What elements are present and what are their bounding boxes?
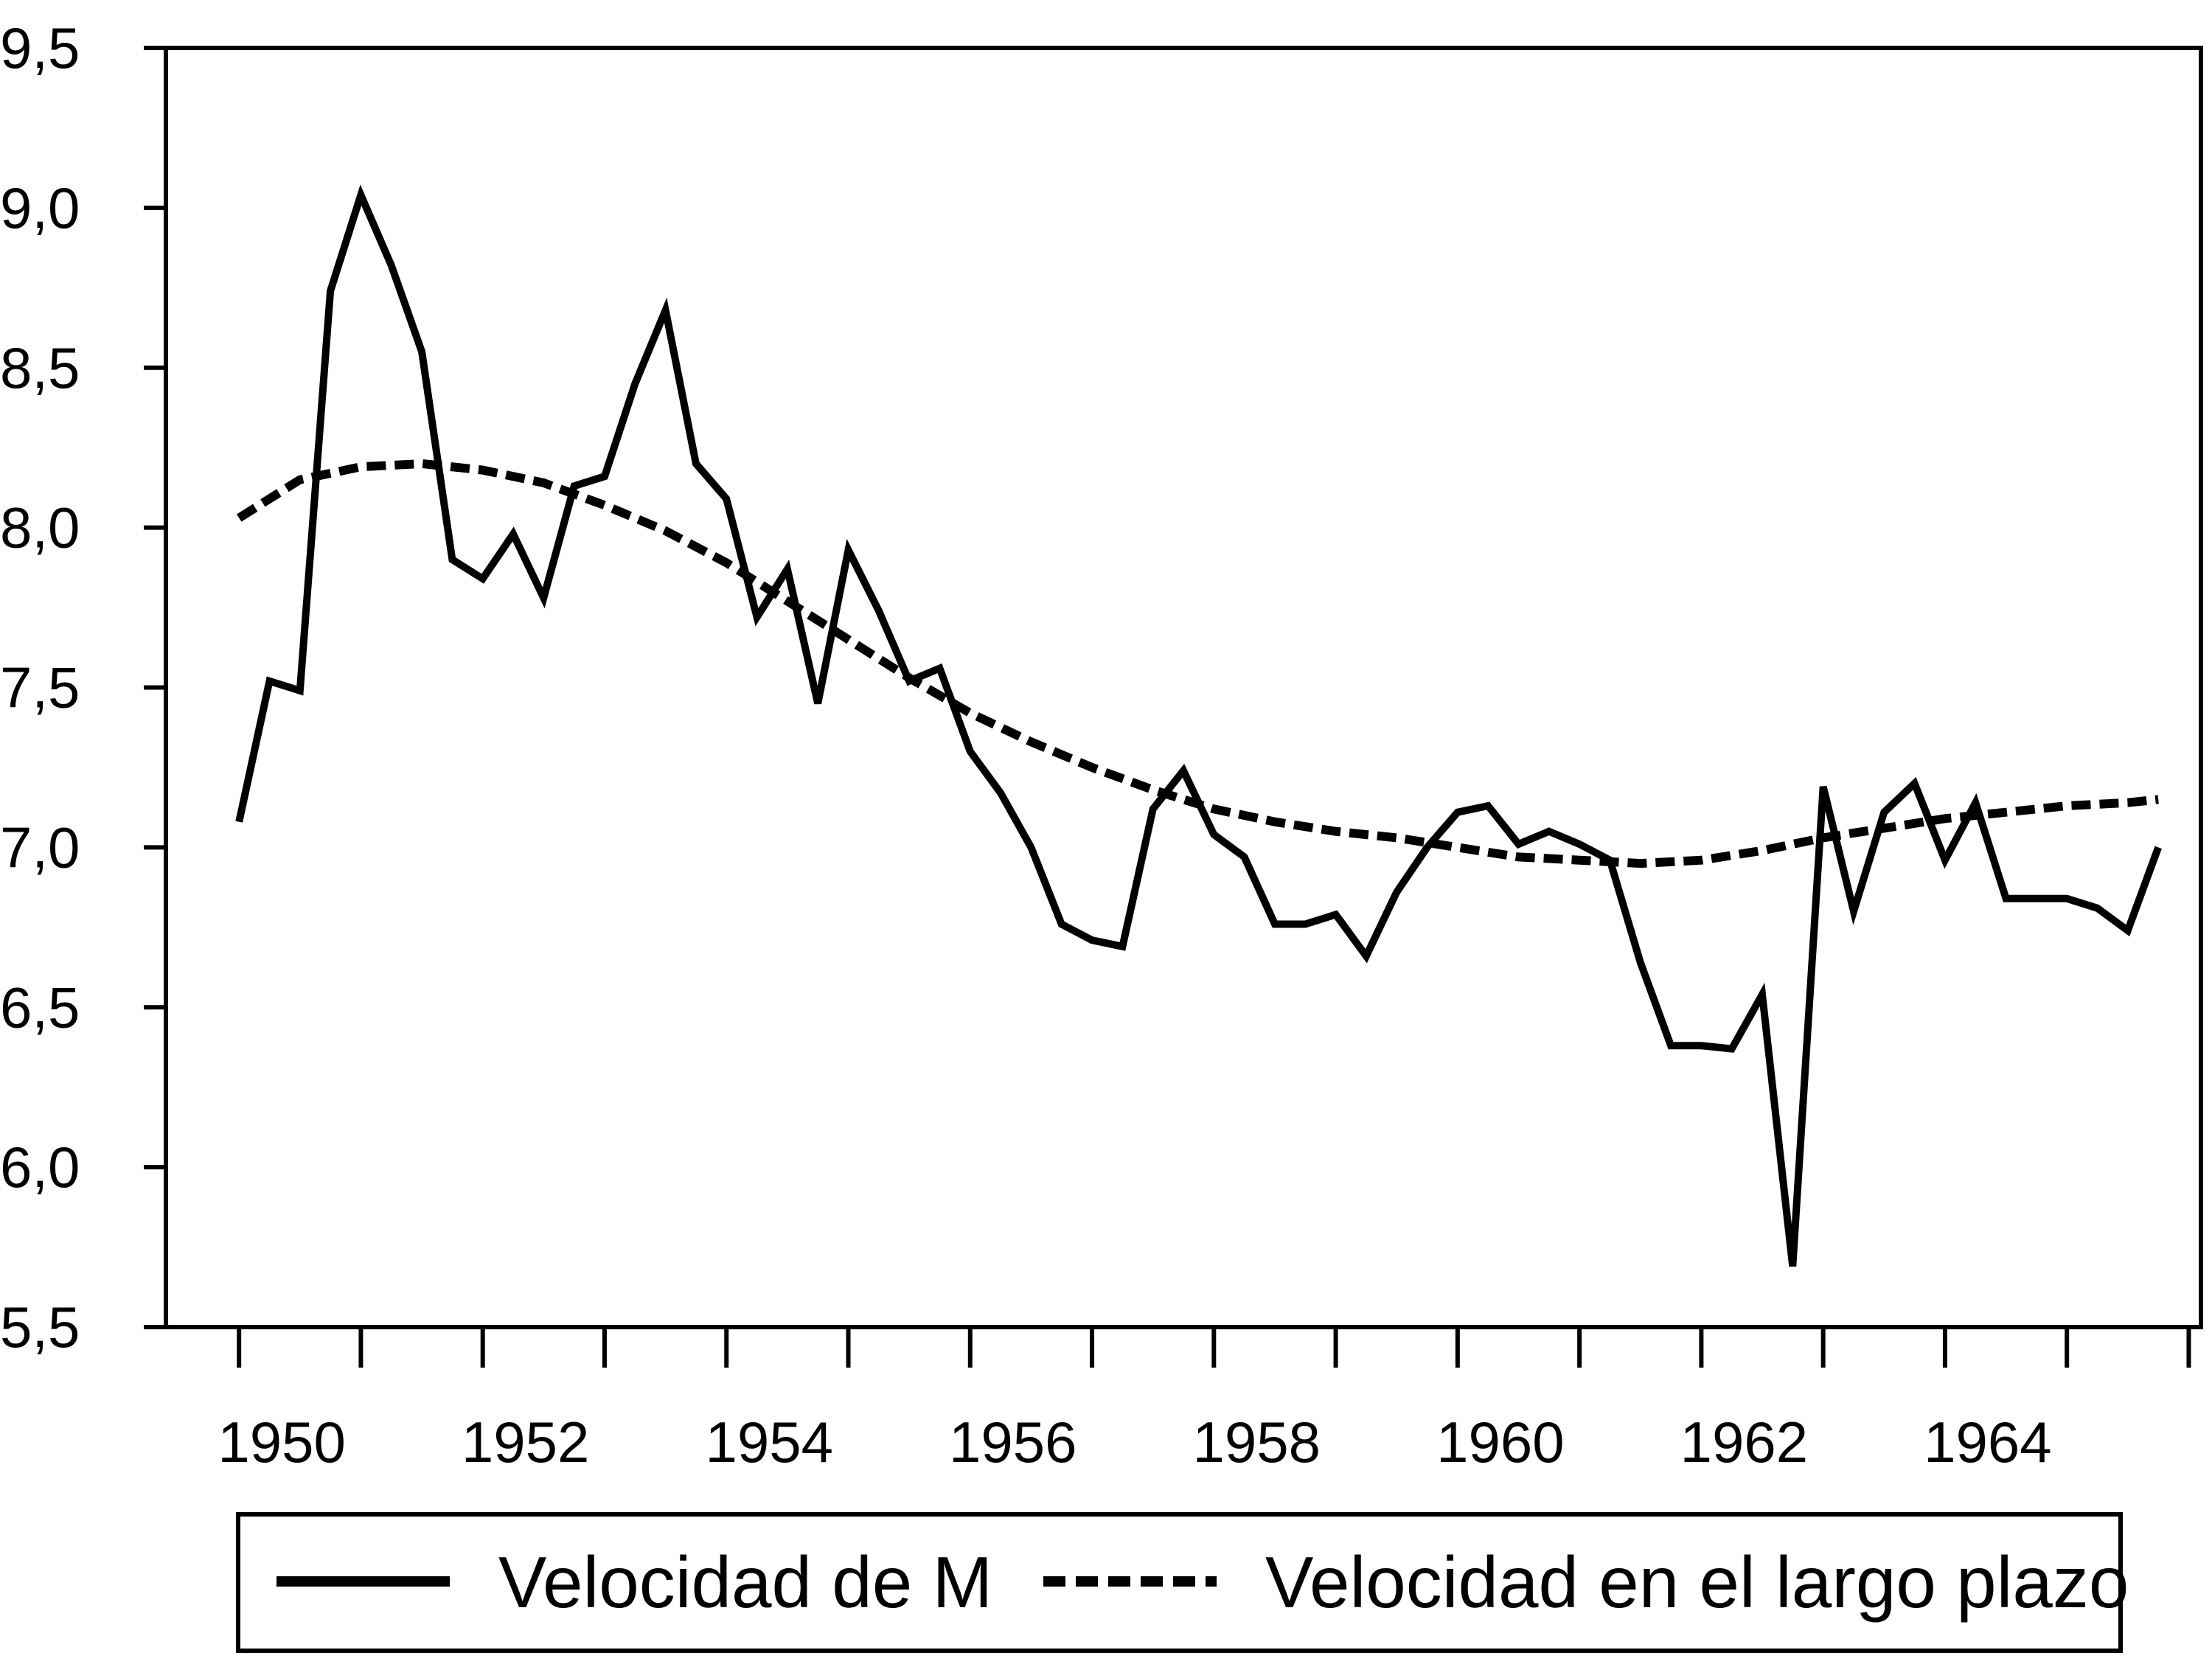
plot-frame bbox=[164, 46, 2203, 1329]
y-tick-label: 7,0 bbox=[0, 815, 80, 880]
x-tick-label: 1956 bbox=[949, 1410, 1077, 1475]
y-tick-label: 6,0 bbox=[0, 1135, 80, 1200]
legend: Velocidad de M Velocidad en el largo pla… bbox=[236, 1512, 2129, 1653]
series-layer bbox=[235, 184, 2162, 1267]
y-tick-label: 8,5 bbox=[0, 335, 80, 400]
series-line-velocidad-largo-plazo bbox=[237, 459, 2159, 868]
x-tick-label: 1952 bbox=[462, 1410, 590, 1475]
y-tick-label: 9,0 bbox=[0, 175, 80, 240]
x-tick-label: 1950 bbox=[218, 1410, 346, 1475]
y-axis-ticks: 5,5 6,0 6,5 7,0 7,5 8,0 8,5 9,0 9,5 bbox=[0, 15, 166, 1360]
y-tick-label: 7,5 bbox=[0, 655, 80, 720]
y-tick-label: 6,5 bbox=[0, 975, 80, 1040]
legend-label-velocidad-de-m: Velocidad de M bbox=[498, 1542, 992, 1623]
legend-label-velocidad-largo-plazo: Velocidad en el largo plazo bbox=[1265, 1542, 2129, 1623]
x-tick-label: 1964 bbox=[1924, 1410, 2052, 1475]
y-tick-label: 8,0 bbox=[0, 495, 80, 560]
x-axis-ticks: 1950 1952 1954 1956 1958 1960 1962 1964 bbox=[218, 1327, 2191, 1475]
x-tick-label: 1962 bbox=[1680, 1410, 1809, 1475]
x-tick-label: 1954 bbox=[705, 1410, 833, 1475]
series-line-velocidad-de-m bbox=[235, 184, 2162, 1267]
y-tick-label: 5,5 bbox=[0, 1295, 80, 1360]
x-tick-label: 1958 bbox=[1193, 1410, 1321, 1475]
x-tick-label: 1960 bbox=[1436, 1410, 1565, 1475]
y-tick-label: 9,5 bbox=[0, 15, 80, 80]
